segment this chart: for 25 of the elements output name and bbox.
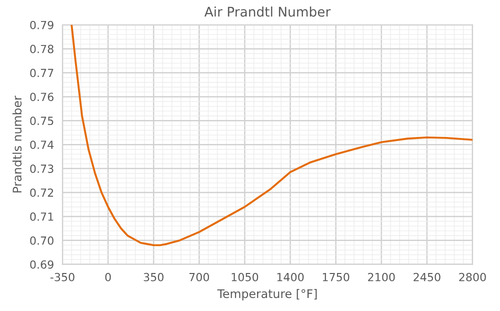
y-tick-label: 0.71 [30,212,54,221]
y-tick-label: 0.78 [30,44,54,54]
x-tick-label: 2800 [459,272,486,282]
x-tick-label: 0 [105,272,111,282]
y-axis-title: Prandtls number [12,96,22,192]
y-tick-label: 0.73 [30,164,54,173]
chart-title: Air Prandtl Number [204,6,331,17]
y-tick-label: 0.75 [30,116,54,126]
x-tick-label: 2450 [414,272,440,282]
x-tick-label: -350 [50,272,74,282]
y-tick-label: 0.72 [30,188,54,197]
y-tick-label: 0.76 [30,92,54,102]
line-series [70,24,472,246]
x-axis-title: Temperature [°F] [217,288,317,300]
x-tick-label: 700 [189,272,210,282]
x-tick-label: 2100 [368,272,395,282]
x-tick-label: 1750 [322,272,350,282]
x-tick-label: 1050 [232,272,258,282]
y-tick-label: 0.77 [30,68,54,78]
y-tick-label: 0.69 [30,260,54,269]
y-tick-label: 0.79 [30,20,54,30]
y-tick-label: 0.74 [30,140,54,149]
y-tick-label: 0.70 [30,236,54,245]
x-tick-label: 1400 [277,272,304,282]
x-tick-label: 350 [144,272,164,282]
